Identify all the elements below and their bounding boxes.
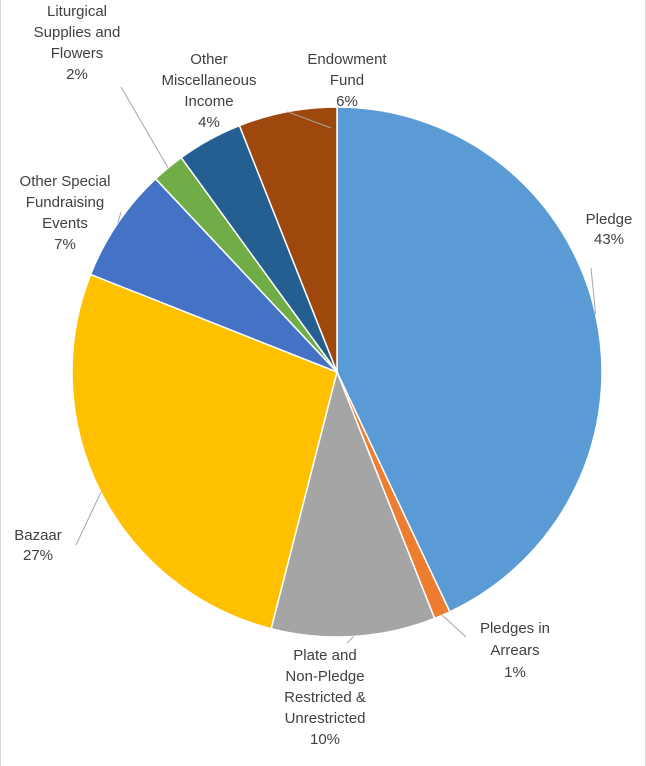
slice-label-line: Bazaar — [14, 527, 62, 544]
leader-line — [117, 211, 122, 224]
slice-label: Pledges in Arrears 1% — [480, 620, 550, 681]
leader-line — [75, 492, 102, 546]
slice-label-line: Fund — [330, 72, 364, 89]
pie-slice — [238, 106, 338, 373]
slice-label-line: 1% — [504, 664, 526, 681]
slice-label-line: Flowers — [51, 45, 104, 62]
slice-label-line: 27% — [23, 547, 53, 564]
slice-label-line: Other — [190, 51, 228, 68]
slice-label: Endowment Fund 6% — [307, 51, 387, 110]
slice-label-line: 6% — [336, 93, 358, 110]
slice-label-line: Pledge — [586, 211, 633, 228]
slice-label-line: 7% — [54, 236, 76, 253]
slice-label-line: Restricted & — [284, 689, 366, 706]
slice-label-line: 43% — [594, 231, 624, 248]
pie-slice — [336, 106, 603, 613]
slice-label: Other Miscellaneous Income 4% — [161, 51, 256, 131]
pie-slices — [71, 106, 603, 638]
pie-slice — [89, 177, 338, 373]
slice-label: Liturgical Supplies and Flowers 2% — [34, 3, 121, 83]
slice-label-line: Unrestricted — [285, 710, 366, 727]
slice-label-line: 2% — [66, 66, 88, 83]
slice-label-line: Liturgical — [47, 3, 107, 20]
slice-label-line: 4% — [198, 114, 220, 131]
slice-label: Pledge 43% — [586, 211, 633, 248]
slice-label-line: Plate and — [293, 647, 356, 664]
leader-line — [120, 86, 169, 169]
slice-label: Plate and Non-Pledge Restricted & Unrestric… — [284, 647, 366, 748]
slice-label: Bazaar 27% — [14, 527, 62, 564]
slice-label-line: Supplies and — [34, 24, 121, 41]
slice-label-line: Non-Pledge — [285, 668, 364, 685]
slice-label-line: Miscellaneous — [161, 72, 256, 89]
leader-line — [346, 636, 354, 644]
slice-label: Other Special Fundraising Events 7% — [20, 173, 111, 253]
slice-label-line: Pledges in — [480, 620, 550, 637]
slice-label-line: 10% — [310, 731, 340, 748]
slice-label-line: Other Special — [20, 173, 111, 190]
leader-line — [441, 614, 467, 638]
slice-label-line: Arrears — [490, 642, 539, 659]
slice-label-line: Fundraising — [26, 194, 104, 211]
leader-lines — [75, 86, 597, 644]
slice-label-line: Income — [184, 93, 233, 110]
pie-slice — [270, 369, 436, 638]
leader-line — [287, 111, 332, 129]
slice-label-line: Endowment — [307, 51, 387, 68]
leader-line — [590, 267, 597, 315]
slice-labels: Pledge 43% Pledges in Arrears 1% Plate and Non… — [14, 3, 632, 748]
slice-label-line: Events — [42, 215, 88, 232]
